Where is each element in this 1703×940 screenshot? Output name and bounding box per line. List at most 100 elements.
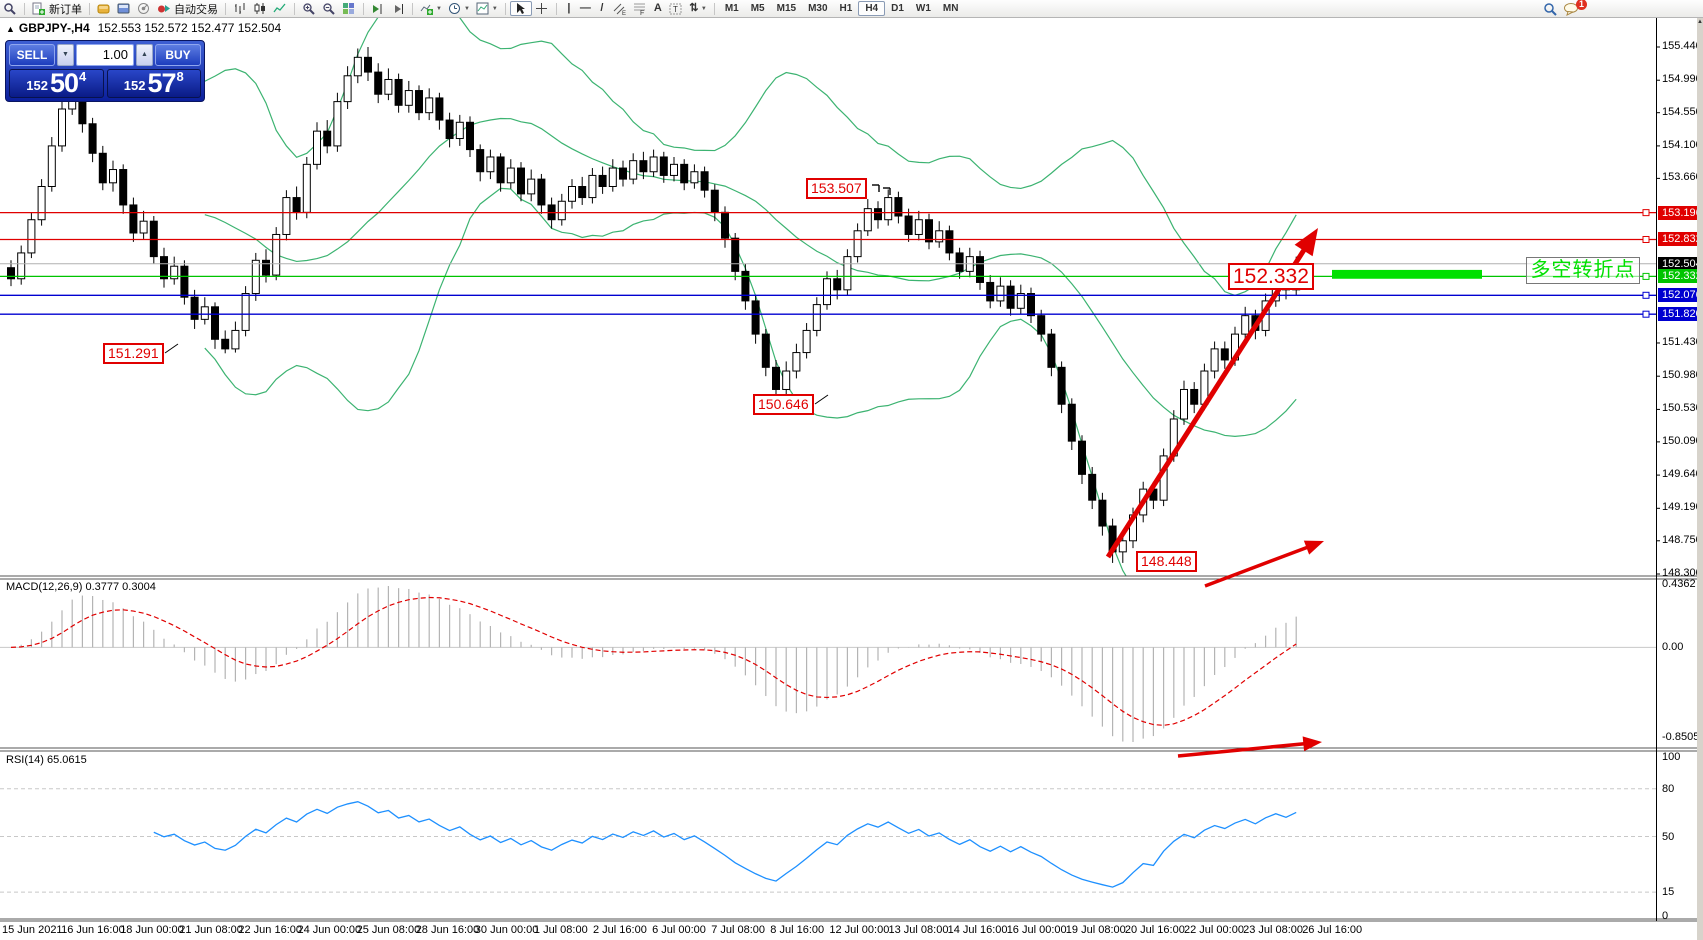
zoom-in-icon[interactable] <box>299 1 319 16</box>
toolbar-right-group: 1 <box>1540 0 1703 16</box>
volume-input[interactable]: 1.00 <box>76 44 134 66</box>
templates-button[interactable]: ▼ <box>473 1 501 16</box>
rsi-axis-level: 80 <box>1662 782 1675 795</box>
indicators-button[interactable]: ▼ <box>417 1 445 16</box>
timeframe-button-m30[interactable]: M30 <box>808 3 828 14</box>
ask-main-digits: 57 <box>147 68 176 98</box>
trendline-button[interactable]: / <box>600 2 604 14</box>
symbol-name: GBPJPY-,H4 <box>18 21 90 35</box>
time-axis-label: 30 Jun 00:00 <box>474 924 539 936</box>
price-axis-tick: 149.640 <box>1662 468 1702 481</box>
cursor-button[interactable] <box>509 1 532 16</box>
price-axis-tick: 153.660 <box>1662 171 1702 184</box>
collapse-arrow-icon[interactable]: ▲ <box>6 24 15 34</box>
time-axis-label: 12 Jul 00:00 <box>829 924 890 936</box>
time-axis-label: 8 Jul 16:00 <box>770 924 825 936</box>
bar-chart-icon[interactable] <box>230 1 250 16</box>
volume-increase-button[interactable]: ▲ <box>136 44 153 66</box>
zoom-out-icon[interactable] <box>319 1 339 16</box>
macd-indicator-label: MACD(12,26,9) 0.3777 0.3004 <box>6 581 156 593</box>
candlestick-chart-icon[interactable] <box>250 1 270 16</box>
svg-text:E: E <box>622 11 626 16</box>
time-axis-label: 18 Jun 00:00 <box>120 924 184 936</box>
buy-button[interactable]: BUY <box>155 44 201 66</box>
price-annotation-box[interactable]: 151.291 <box>103 343 164 364</box>
price-annotation-box[interactable]: 153.507 <box>806 178 867 199</box>
equidistant-channel-button[interactable]: E <box>610 1 630 16</box>
tile-windows-icon[interactable] <box>339 1 359 16</box>
toolbar-left-group: 新订单 自动交易 ▼ ▼ ▼ | — / E F A T ⇅ ▼ M1 M5 M15 M30 H1 H4 D1 W1 MN <box>0 0 964 17</box>
symbol-header: ▲ GBPJPY-,H4 152.553 152.572 152.477 152.5… <box>6 21 281 35</box>
toolbar-separator <box>412 2 413 15</box>
autotrading-button[interactable]: 自动交易 <box>154 1 221 16</box>
rsi-axis-level: 0 <box>1662 910 1669 922</box>
time-axis-label: 16 Jun 16:00 <box>61 924 125 936</box>
vertical-line-button[interactable]: | <box>567 2 571 14</box>
price-axis-tick: 148.750 <box>1662 533 1702 546</box>
price-annotation-box[interactable]: 148.448 <box>1136 551 1197 572</box>
price-axis-tick: 151.430 <box>1662 335 1702 348</box>
notifications-button[interactable]: 1 <box>1560 0 1587 16</box>
scroll-up-icon[interactable]: ▲ <box>1697 19 1703 25</box>
time-axis-label: 22 Jun 16:00 <box>238 924 303 936</box>
timeframe-button-m1[interactable]: M1 <box>724 3 739 14</box>
toolbar-separator <box>504 2 506 15</box>
timeframe-button-w1[interactable]: W1 <box>915 3 931 14</box>
volume-decrease-button[interactable]: ▼ <box>57 44 74 66</box>
time-axis-label: 13 Jul 08:00 <box>888 924 949 936</box>
svg-text:T: T <box>673 5 678 14</box>
toolbar-separator <box>225 2 226 15</box>
rsi-axis-level: 50 <box>1662 830 1675 843</box>
auto-scroll-icon[interactable] <box>368 1 388 16</box>
time-axis-label: 19 Jul 08:00 <box>1065 924 1126 936</box>
time-axis-label: 21 Jun 08:00 <box>179 924 243 936</box>
search-button[interactable] <box>1540 1 1560 16</box>
periods-button[interactable]: ▼ <box>445 1 473 16</box>
market-watch-icon[interactable] <box>0 1 20 16</box>
ask-prefix: 152 <box>123 78 146 93</box>
price-annotation-box[interactable]: 150.646 <box>753 394 814 415</box>
strategy-tester-icon[interactable] <box>134 1 154 16</box>
rsi-indicator-label: RSI(14) 65.0615 <box>6 754 87 766</box>
price-annotation-box[interactable]: 152.332 <box>1228 263 1314 290</box>
terminal-icon[interactable] <box>114 1 134 16</box>
arrows-button[interactable]: ⇅ ▼ <box>689 2 707 14</box>
fibonacci-button[interactable]: F <box>630 1 650 16</box>
toolbar-separator <box>294 2 295 15</box>
chart-shift-icon[interactable] <box>388 1 408 16</box>
price-axis-tick: 154.100 <box>1662 138 1702 151</box>
toolbar-separator <box>24 2 25 15</box>
timeframe-button-m5[interactable]: M5 <box>750 3 765 14</box>
price-axis-tick: 155.440 <box>1662 40 1702 52</box>
ask-price-button[interactable]: 152 57 8 <box>106 68 201 98</box>
timeframe-button-mn[interactable]: MN <box>942 3 959 14</box>
line-chart-icon[interactable] <box>270 1 290 16</box>
timeframe-button-d1[interactable]: D1 <box>891 3 904 14</box>
pivot-point-label[interactable]: 多空转折点 <box>1526 257 1640 284</box>
timeframe-button-m15[interactable]: M15 <box>776 3 797 14</box>
time-axis-label: 2 Jul 16:00 <box>593 924 647 936</box>
text-label-button[interactable]: T <box>666 1 686 16</box>
price-axis-tick: 154.550 <box>1662 105 1702 118</box>
sell-button[interactable]: SELL <box>9 44 55 66</box>
horizontal-line-button[interactable]: — <box>579 2 591 14</box>
timeframe-button-h1[interactable]: H1 <box>839 3 853 14</box>
time-axis-label: 23 Jul 08:00 <box>1243 924 1304 936</box>
rsi-axis-level: 100 <box>1662 751 1681 763</box>
price-axis-tick: 154.990 <box>1662 73 1702 86</box>
rsi-axis-level: 15 <box>1662 886 1675 899</box>
scrollbar[interactable]: ▲ <box>1697 17 1703 940</box>
crosshair-button[interactable] <box>532 1 552 16</box>
ask-pip-digit: 8 <box>176 69 184 84</box>
text-button[interactable]: A <box>653 2 662 14</box>
price-level-badge: 152.832 <box>1658 232 1703 247</box>
new-order-button[interactable]: 新订单 <box>29 1 85 16</box>
chart-window[interactable]: ▲ GBPJPY-,H4 152.553 152.572 152.477 152.5… <box>0 17 1703 940</box>
symbol-ohlc: 152.553 152.572 152.477 152.504 <box>97 21 282 35</box>
timeframe-button-h4[interactable]: H4 <box>858 1 886 16</box>
price-axis-tick: 149.190 <box>1662 501 1702 514</box>
metaeditor-icon[interactable] <box>94 1 114 16</box>
bid-price-button[interactable]: 152 50 4 <box>9 69 104 98</box>
time-axis-label: 24 Jun 00:00 <box>297 924 362 936</box>
